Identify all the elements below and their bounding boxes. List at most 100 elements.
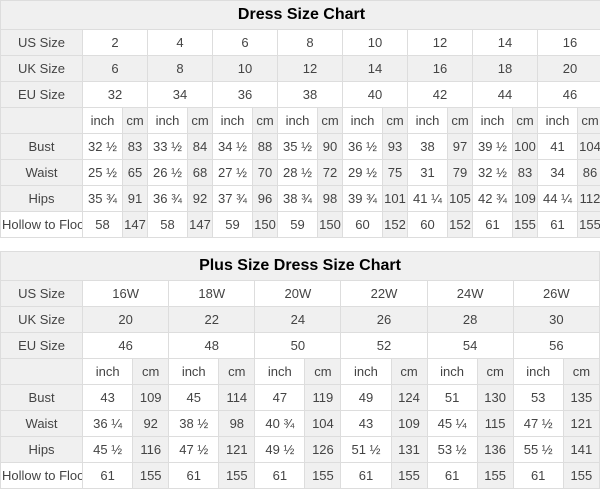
hollow-inch-cell: 61 xyxy=(473,212,513,238)
hips-cm-cell: 131 xyxy=(391,437,427,463)
hips-inch-cell: 37 ¾ xyxy=(213,186,253,212)
eu-size-cell: 46 xyxy=(83,333,169,359)
hollow-cm-cell: 147 xyxy=(188,212,213,238)
us-size-cell: 10 xyxy=(343,30,408,56)
waist-cm-cell: 70 xyxy=(253,160,278,186)
hollow-inch-cell: 60 xyxy=(408,212,448,238)
hips-cm-cell: 96 xyxy=(253,186,278,212)
unit-inch-cell: inch xyxy=(83,359,133,385)
hollow-cm-cell: 155 xyxy=(305,463,341,489)
hollow-inch-cell: 61 xyxy=(255,463,305,489)
bust-cm-cell: 83 xyxy=(123,134,148,160)
bust-inch-cell: 33 ½ xyxy=(148,134,188,160)
hips-inch-cell: 44 ¼ xyxy=(538,186,578,212)
hollow-cm-cell: 155 xyxy=(391,463,427,489)
waist-inch-cell: 31 xyxy=(408,160,448,186)
waist-inch-cell: 47 ½ xyxy=(513,411,563,437)
hips-inch-cell: 49 ½ xyxy=(255,437,305,463)
waist-inch-cell: 27 ½ xyxy=(213,160,253,186)
unit-cm-cell: cm xyxy=(188,108,213,134)
unit-cm-cell: cm xyxy=(513,108,538,134)
waist-cm-cell: 92 xyxy=(133,411,169,437)
hollow-cm-cell: 150 xyxy=(318,212,343,238)
row-label-bust: Bust xyxy=(1,134,83,160)
hips-cm-cell: 101 xyxy=(383,186,408,212)
uk-size-cell: 20 xyxy=(83,307,169,333)
eu-size-cell: 56 xyxy=(513,333,599,359)
table-row: US Size 16W 18W 20W 22W 24W 26W xyxy=(1,281,600,307)
row-label-uk-size: UK Size xyxy=(1,56,83,82)
bust-cm-cell: 130 xyxy=(477,385,513,411)
unit-inch-cell: inch xyxy=(255,359,305,385)
us-size-cell: 12 xyxy=(408,30,473,56)
table-row: Hips 45 ½ 116 47 ½ 121 49 ½ 126 51 ½ 131… xyxy=(1,437,600,463)
hips-inch-cell: 41 ¼ xyxy=(408,186,448,212)
us-size-cell: 4 xyxy=(148,30,213,56)
eu-size-cell: 52 xyxy=(341,333,427,359)
uk-size-cell: 12 xyxy=(278,56,343,82)
unit-cm-cell: cm xyxy=(318,108,343,134)
waist-cm-cell: 75 xyxy=(383,160,408,186)
bust-cm-cell: 104 xyxy=(578,134,600,160)
uk-size-cell: 6 xyxy=(83,56,148,82)
row-label-bust: Bust xyxy=(1,385,83,411)
hollow-inch-cell: 59 xyxy=(278,212,318,238)
waist-inch-cell: 45 ¼ xyxy=(427,411,477,437)
waist-inch-cell: 34 xyxy=(538,160,578,186)
uk-size-cell: 20 xyxy=(538,56,600,82)
hips-cm-cell: 141 xyxy=(563,437,599,463)
table-row: Waist 25 ½ 65 26 ½ 68 27 ½ 70 28 ½ 72 29… xyxy=(1,160,600,186)
bust-inch-cell: 39 ½ xyxy=(473,134,513,160)
unit-cm-cell: cm xyxy=(219,359,255,385)
hips-cm-cell: 92 xyxy=(188,186,213,212)
waist-cm-cell: 86 xyxy=(578,160,600,186)
us-size-cell: 8 xyxy=(278,30,343,56)
row-label-uk-size: UK Size xyxy=(1,307,83,333)
hollow-cm-cell: 155 xyxy=(219,463,255,489)
waist-inch-cell: 43 xyxy=(341,411,391,437)
unit-cm-cell: cm xyxy=(123,108,148,134)
waist-cm-cell: 104 xyxy=(305,411,341,437)
hips-cm-cell: 116 xyxy=(133,437,169,463)
table-row: Dress Size Chart xyxy=(1,1,600,30)
hips-inch-cell: 47 ½ xyxy=(169,437,219,463)
uk-size-cell: 10 xyxy=(213,56,278,82)
hollow-inch-cell: 58 xyxy=(83,212,123,238)
us-size-cell: 24W xyxy=(427,281,513,307)
uk-size-cell: 8 xyxy=(148,56,213,82)
bust-inch-cell: 34 ½ xyxy=(213,134,253,160)
unit-cm-cell: cm xyxy=(305,359,341,385)
bust-inch-cell: 32 ½ xyxy=(83,134,123,160)
waist-inch-cell: 29 ½ xyxy=(343,160,383,186)
hollow-inch-cell: 61 xyxy=(169,463,219,489)
eu-size-cell: 54 xyxy=(427,333,513,359)
bust-inch-cell: 43 xyxy=(83,385,133,411)
table-row: Bust 43 109 45 114 47 119 49 124 51 130 … xyxy=(1,385,600,411)
eu-size-cell: 36 xyxy=(213,82,278,108)
unit-inch-cell: inch xyxy=(513,359,563,385)
us-size-cell: 14 xyxy=(473,30,538,56)
bust-inch-cell: 53 xyxy=(513,385,563,411)
bust-inch-cell: 45 xyxy=(169,385,219,411)
us-size-cell: 20W xyxy=(255,281,341,307)
hips-inch-cell: 53 ½ xyxy=(427,437,477,463)
hips-inch-cell: 39 ¾ xyxy=(343,186,383,212)
row-label-waist: Waist xyxy=(1,160,83,186)
eu-size-cell: 40 xyxy=(343,82,408,108)
unit-inch-cell: inch xyxy=(427,359,477,385)
unit-cm-cell: cm xyxy=(477,359,513,385)
hips-cm-cell: 105 xyxy=(448,186,473,212)
waist-inch-cell: 36 ¼ xyxy=(83,411,133,437)
hips-inch-cell: 38 ¾ xyxy=(278,186,318,212)
bust-cm-cell: 119 xyxy=(305,385,341,411)
hollow-inch-cell: 58 xyxy=(148,212,188,238)
bust-cm-cell: 124 xyxy=(391,385,427,411)
bust-inch-cell: 38 xyxy=(408,134,448,160)
bust-cm-cell: 90 xyxy=(318,134,343,160)
uk-size-cell: 28 xyxy=(427,307,513,333)
unit-inch-cell: inch xyxy=(538,108,578,134)
table-row: Plus Size Dress Size Chart xyxy=(1,252,600,281)
unit-cm-cell: cm xyxy=(383,108,408,134)
hollow-cm-cell: 152 xyxy=(448,212,473,238)
waist-inch-cell: 40 ¾ xyxy=(255,411,305,437)
